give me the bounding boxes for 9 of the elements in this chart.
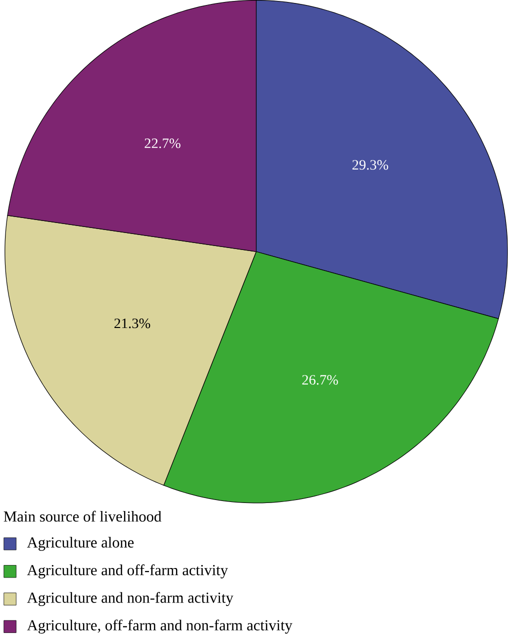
data-label: 21.3% [114,318,150,328]
legend-label: Agriculture and non-farm activity [27,592,234,606]
data-label: 29.3% [352,160,388,170]
legend-label: Agriculture, off-farm and non-farm activity [27,620,292,634]
legend-label: Agriculture alone [27,536,134,551]
legend-label: Agriculture and off-farm activity [27,564,228,578]
legend-title: Main source of livelihood [4,510,162,522]
data-label: 22.7% [144,138,180,148]
data-label: 26.7% [302,375,338,385]
